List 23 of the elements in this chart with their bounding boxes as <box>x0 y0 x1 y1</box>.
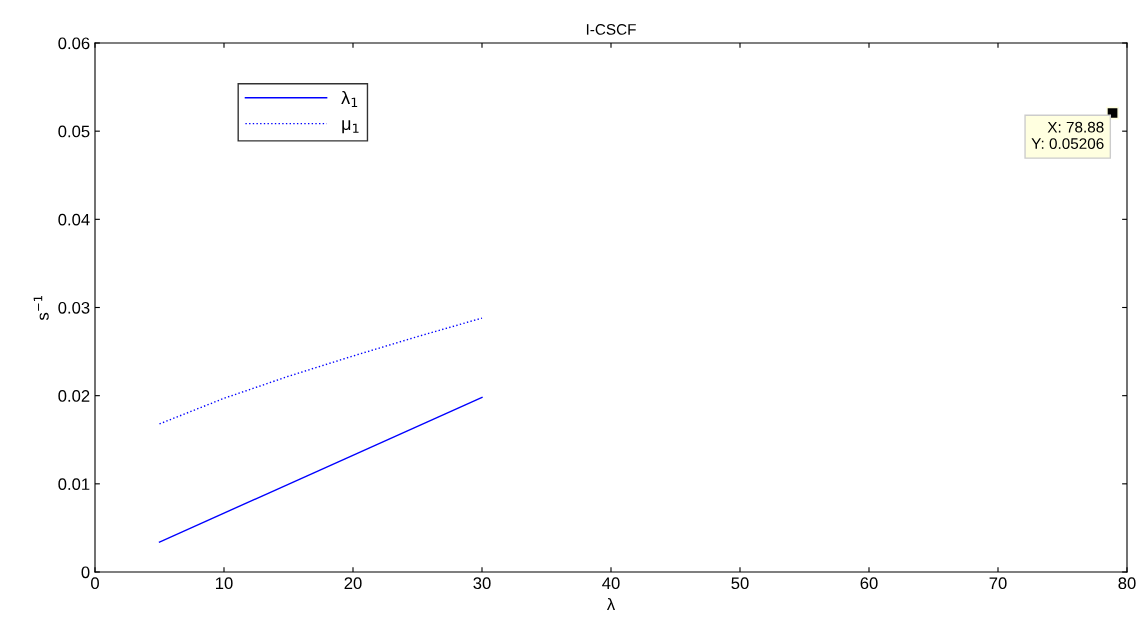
x-tick-label: 80 <box>1118 577 1136 590</box>
y-axis-title: s$^{−1}$ <box>33 295 49 321</box>
annotation: X: 78.88 Y: 0.05206 <box>1031 121 1104 150</box>
x-tick-label: 50 <box>731 577 749 590</box>
x-tick-label: 40 <box>602 577 620 590</box>
y-tick-label: 0.03 <box>58 301 90 314</box>
y-tick-label: 0.05 <box>58 125 90 138</box>
line-series <box>158 317 483 425</box>
chart-title: I-CSCF <box>586 24 636 35</box>
x-tick-label: 60 <box>860 577 878 590</box>
x-tick-label: 20 <box>344 577 362 590</box>
legend-label: λ$_{1}$ <box>341 90 358 107</box>
x-axis-title: λ <box>606 597 616 611</box>
x-tick-label: 70 <box>989 577 1007 590</box>
y-tick-label: 0.02 <box>58 390 90 402</box>
x-tick-label: 10 <box>216 577 233 590</box>
x-tick-label: 0 <box>91 577 99 590</box>
y-tick-label: 0.04 <box>58 213 90 226</box>
x-tick-label: 30 <box>473 577 491 590</box>
legend-label: μ$_{1}$ <box>342 120 359 134</box>
y-tick-label: 0.01 <box>58 478 90 491</box>
y-tick-label: 0.06 <box>58 37 90 50</box>
y-tick-label: 0 <box>81 566 90 579</box>
